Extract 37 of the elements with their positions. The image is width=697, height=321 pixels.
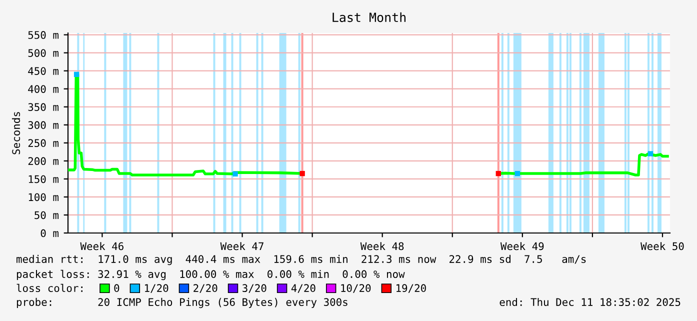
point [232, 171, 238, 176]
legend-label: 1/20 [145, 284, 168, 293]
point [648, 151, 654, 156]
legend-label: 4/20 [291, 284, 316, 293]
y-tick-label: 500 m [28, 49, 58, 57]
x-tick-label: Week 50 [640, 242, 684, 250]
point [74, 72, 80, 78]
legend-label: 2/20 [194, 284, 218, 293]
legend-label: 19/20 [396, 284, 426, 293]
chart-title: Last Month [332, 12, 406, 22]
y-tick-label: 50 m [34, 211, 58, 220]
y-tick-label: 300 m [28, 121, 58, 130]
y-tick-label: 350 m [28, 103, 58, 112]
legend-label: 3/20 [242, 284, 266, 293]
point [514, 170, 520, 176]
x-tick-label: Week 48 [360, 242, 404, 250]
legend-label: 10/20 [341, 284, 371, 293]
text: probe: 20 ICMP Echo Pings (56 Bytes) every 300s [16, 298, 348, 308]
text: end: Thu Dec 11 18:35:02 2025 [500, 298, 680, 306]
point [496, 170, 502, 176]
y-tick-label: 250 m [28, 139, 58, 148]
y-tick-label: 200 m [28, 157, 58, 166]
x-tick-label: Week 49 [500, 242, 544, 250]
y-tick-label: 150 m [28, 175, 58, 184]
text: median rtt: 171.0 ms avg 440.4 ms max 159.6 ms min 212.3 ms now 22.9 ms sd 7.5 am/s [16, 254, 586, 266]
y-tick-label: 100 m [28, 193, 58, 202]
y-tick-label: 450 m [28, 67, 58, 75]
legend-label: 0 [114, 284, 120, 292]
legend-title: loss color: [16, 284, 82, 292]
x-tick-label: Week 47 [220, 242, 264, 250]
y-tick-label: 0 m [40, 229, 58, 238]
text: packet loss: 32.91 % avg 100.00 % max 0.00 % min 0.00 % now [16, 270, 405, 280]
y-tick-label: 400 m [28, 85, 58, 93]
x-tick-label: Week 46 [80, 242, 124, 250]
point [300, 170, 305, 176]
y-axis-title: Seconds [12, 112, 20, 154]
y-tick-label: 550 m [28, 31, 58, 39]
